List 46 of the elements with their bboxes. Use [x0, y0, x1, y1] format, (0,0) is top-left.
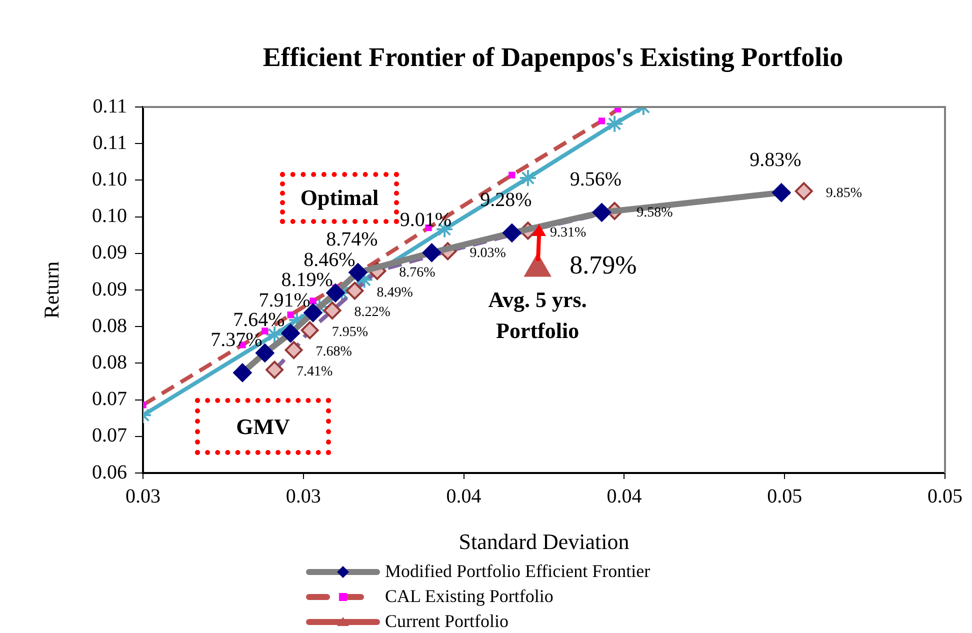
x-tick-label: 0.04: [606, 485, 642, 508]
data-label: 7.41%: [296, 364, 334, 380]
x-tick-label: 0.05: [767, 485, 802, 508]
y-tick-label: 0.08: [92, 351, 127, 374]
legend-label: Modified Portfolio Efficient Frontier: [385, 561, 650, 582]
y-tick-label: 0.06: [92, 461, 127, 484]
y-axis-title: Return: [40, 261, 64, 319]
y-tick-label: 0.07: [92, 388, 127, 410]
y-tick-label: 0.08: [92, 314, 127, 337]
y-tick-label: 0.09: [92, 242, 127, 264]
y-tick-label: 0.11: [92, 95, 127, 118]
data-label: 8.49%: [376, 285, 414, 300]
y-tick-label: 0.09: [92, 278, 127, 300]
legend-label: CAL Existing Portfolio: [385, 586, 554, 607]
chart-title: Efficient Frontier of Dapenpos's Existing Portfolio: [262, 42, 844, 73]
data-label: 7.68%: [316, 344, 352, 360]
legend-label: Current Portfolio: [385, 611, 508, 632]
dotted-box: Optimal: [280, 172, 399, 224]
data-label: 9.31%: [550, 225, 586, 240]
data-label: 8.19%: [281, 268, 333, 291]
data-label: 9.56%: [570, 168, 622, 191]
data-label: 7.91%: [258, 289, 310, 312]
data-label: 8.79%: [570, 250, 637, 280]
y-tick-label: 0.10: [92, 168, 127, 190]
x-axis-title: Standard Deviation: [458, 529, 630, 555]
y-tick-label: 0.11: [92, 132, 127, 154]
data-label: 8.74%: [326, 228, 378, 251]
data-label: 9.85%: [826, 186, 862, 201]
data-label: 9.83%: [750, 148, 802, 171]
data-label: 7.37%: [210, 328, 262, 351]
data-label: 9.03%: [470, 246, 506, 261]
x-tick-label: 0.03: [126, 485, 160, 508]
data-label: 7.95%: [332, 324, 368, 340]
x-tick-label: 0.05: [928, 485, 962, 508]
data-label: 8.76%: [399, 266, 436, 281]
y-tick-label: 0.10: [92, 205, 127, 228]
data-label: 8.22%: [354, 305, 391, 320]
x-tick-label: 0.04: [446, 485, 482, 508]
data-label: 8.46%: [304, 249, 356, 272]
annotation: Avg. 5 yrs. Portfolio: [487, 286, 588, 345]
x-tick-label: 0.03: [286, 485, 321, 508]
annotation: GMV: [236, 414, 290, 440]
dotted-box: GMV: [195, 398, 331, 455]
annotation: Optimal: [300, 185, 379, 211]
data-label: 9.58%: [636, 206, 674, 221]
y-tick-label: 0.07: [92, 424, 127, 447]
